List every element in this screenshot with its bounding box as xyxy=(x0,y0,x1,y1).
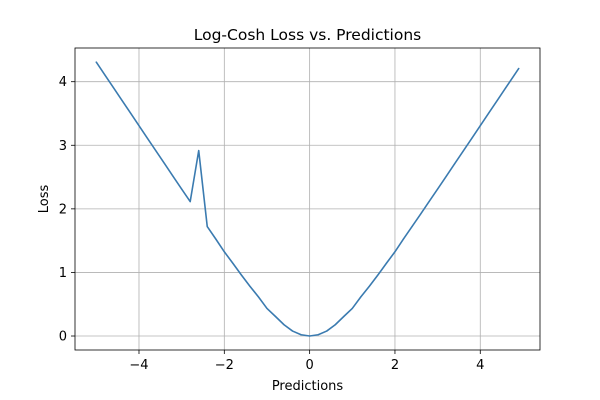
data-point xyxy=(402,238,405,240)
data-point xyxy=(334,324,336,326)
x-axis-label: Predictions xyxy=(272,379,344,394)
data-point xyxy=(112,87,114,89)
data-point xyxy=(146,137,149,140)
data-point xyxy=(518,67,520,70)
data-point xyxy=(513,74,516,76)
y-tick-label: 1 xyxy=(59,266,67,281)
data-point xyxy=(181,188,183,190)
data-point xyxy=(223,251,225,253)
data-point xyxy=(377,274,379,276)
x-tick-label: −2 xyxy=(215,358,234,373)
data-point xyxy=(274,315,277,318)
chart-title: Log-Cosh Loss vs. Predictions xyxy=(194,26,422,44)
loss-series-line xyxy=(95,61,520,337)
data-point xyxy=(163,163,166,165)
data-point xyxy=(496,99,498,101)
data-point xyxy=(428,201,430,203)
data-point xyxy=(198,150,200,152)
y-axis-label: Loss xyxy=(37,185,52,214)
data-point xyxy=(215,238,217,240)
data-point xyxy=(291,330,294,332)
y-tick-label: 4 xyxy=(59,75,67,90)
ticks: −4 −2 0 2 4 0 1 2 3 4 xyxy=(59,75,485,373)
data-point xyxy=(385,262,388,264)
data-point xyxy=(445,175,447,178)
data-point xyxy=(488,112,490,114)
x-tick-label: 0 xyxy=(305,358,313,373)
data-point xyxy=(317,334,319,336)
data-point xyxy=(155,150,157,152)
data-point xyxy=(360,296,362,298)
data-point xyxy=(419,213,422,215)
data-point xyxy=(351,307,353,310)
data-point xyxy=(266,307,268,310)
x-tick-label: 2 xyxy=(391,358,399,373)
axes-frame xyxy=(74,47,541,351)
data-point xyxy=(257,296,260,298)
data-point xyxy=(232,262,234,264)
grid xyxy=(75,48,540,350)
data-point xyxy=(129,112,132,114)
data-point xyxy=(283,324,285,326)
data-point xyxy=(104,74,106,76)
data-point xyxy=(309,335,311,337)
data-point xyxy=(437,188,439,190)
y-tick-label: 2 xyxy=(59,202,67,217)
data-point xyxy=(394,251,396,253)
data-point xyxy=(462,150,464,152)
y-tick-label: 0 xyxy=(59,330,67,345)
data-point xyxy=(240,274,242,276)
data-point xyxy=(411,225,413,228)
data-point xyxy=(300,334,302,336)
data-point xyxy=(368,285,370,287)
x-tick-label: −4 xyxy=(129,358,148,373)
data-point xyxy=(343,315,345,318)
x-tick-label: 4 xyxy=(476,358,484,373)
data-point xyxy=(206,225,208,228)
data-point xyxy=(326,330,328,332)
series-group xyxy=(95,61,520,337)
data-point xyxy=(189,201,191,203)
data-point xyxy=(121,99,123,101)
data-point xyxy=(172,175,174,178)
data-point xyxy=(479,125,481,127)
data-point xyxy=(471,137,473,140)
data-point xyxy=(95,61,97,63)
data-point xyxy=(454,163,456,165)
data-point xyxy=(505,87,507,89)
y-tick-label: 3 xyxy=(59,139,67,154)
data-point xyxy=(249,285,251,287)
data-point xyxy=(138,125,140,127)
